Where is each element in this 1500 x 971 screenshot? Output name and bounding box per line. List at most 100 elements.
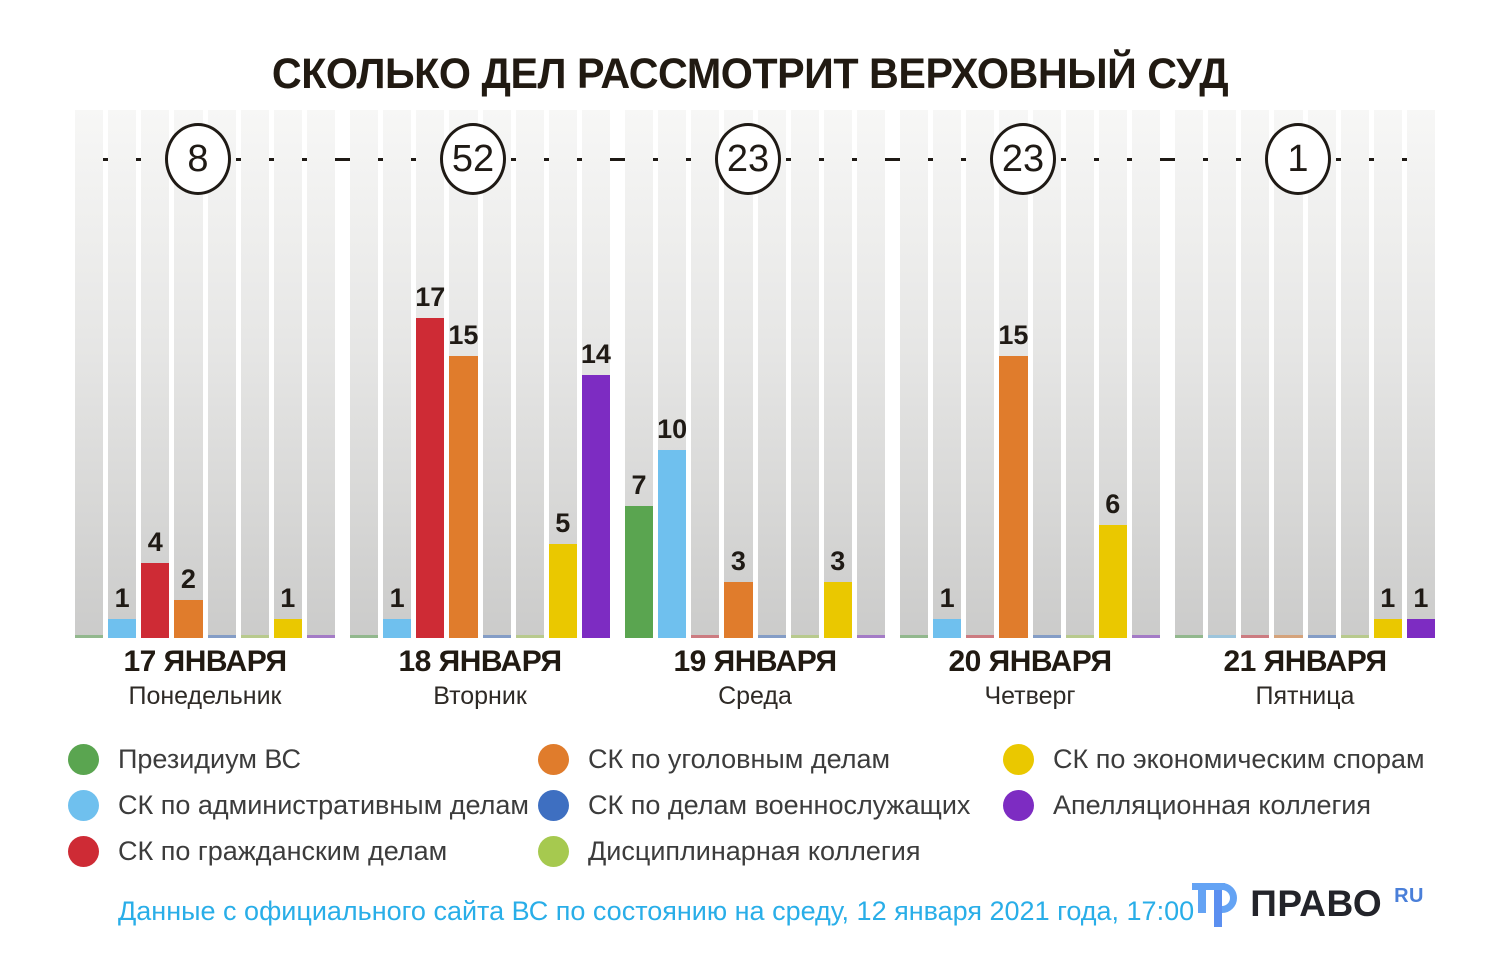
zero-baseline-sliver [350, 635, 379, 638]
bar-value-label: 10 [657, 414, 688, 444]
category-column: 3 [823, 110, 852, 638]
day-date-label: 19 ЯНВАРЯ [673, 645, 837, 678]
bar-value-label: 15 [448, 320, 479, 350]
bar [1098, 525, 1127, 638]
zero-baseline-sliver [207, 635, 236, 638]
day-date-label: 20 ЯНВАРЯ [948, 645, 1112, 678]
category-column [1065, 110, 1094, 638]
zero-baseline-sliver [900, 635, 929, 638]
day-date-label: 21 ЯНВАРЯ [1223, 645, 1387, 678]
day-total-circle: 23 [715, 123, 781, 195]
bar [658, 450, 687, 638]
bar [449, 356, 478, 638]
legend-item: Президиум ВС [68, 744, 529, 775]
zero-baseline-sliver [515, 635, 544, 638]
category-column [240, 110, 269, 638]
legend-column: СК по экономическим спорам Апелляционная … [1003, 744, 1425, 821]
bar-value-label: 17 [415, 282, 446, 312]
category-column [1208, 110, 1237, 638]
zero-baseline-sliver [790, 635, 819, 638]
category-column [207, 110, 236, 638]
category-column [790, 110, 819, 638]
legend-label: СК по гражданским делам [118, 836, 448, 866]
page-title: СКОЛЬКО ДЕЛ РАССМОТРИТ ВЕРХОВНЫЙ СУД [271, 50, 1229, 98]
bar [108, 619, 137, 638]
category-column: 15 [448, 110, 479, 638]
legend-column: Президиум ВС СК по административным делам… [68, 744, 529, 867]
zero-baseline-sliver [1131, 635, 1160, 638]
bar [625, 506, 654, 638]
day-column-group: 7 10 3 3 [625, 110, 885, 638]
bar-value-label: 3 [730, 546, 746, 576]
bar-value-label: 1 [280, 583, 296, 613]
category-column [900, 110, 929, 638]
zero-baseline-sliver [856, 635, 885, 638]
day-total-circle: 52 [440, 123, 506, 195]
bar [999, 356, 1028, 638]
category-column: 1 [273, 110, 302, 638]
day-weekday-label: Четверг [984, 682, 1076, 710]
logo-tld: RU [1394, 885, 1424, 907]
category-column [306, 110, 335, 638]
category-column: 4 [141, 110, 170, 638]
day-weekday-label: Вторник [433, 682, 527, 710]
category-column: 7 [625, 110, 654, 638]
bar [174, 600, 203, 638]
bar-value-label: 3 [830, 546, 846, 576]
category-column [1307, 110, 1336, 638]
legend-swatch-icon [68, 744, 99, 775]
day-weekday-label: Среда [718, 682, 792, 710]
category-column: 6 [1098, 110, 1127, 638]
bar-value-label: 7 [631, 470, 647, 500]
category-column [1274, 110, 1303, 638]
day-date-block: 17 ЯНВАРЯ Понедельник [75, 645, 335, 711]
logo-wordmark: ПРАВО [1250, 883, 1383, 924]
legend-label: СК по административным делам [118, 790, 529, 820]
category-column [1131, 110, 1160, 638]
category-column: 17 [415, 110, 446, 638]
bar [581, 375, 610, 638]
zero-baseline-sliver [691, 635, 720, 638]
zero-baseline-sliver [1208, 635, 1237, 638]
bar [383, 619, 412, 638]
legend-swatch-icon [538, 836, 569, 867]
category-column [1241, 110, 1270, 638]
legend-swatch-icon [68, 790, 99, 821]
day-date-block: 19 ЯНВАРЯ Среда [625, 645, 885, 711]
day-weekday-label: Понедельник [128, 682, 282, 710]
legend-item: СК по делам военнослужащих [538, 790, 970, 821]
legend-item: СК по гражданским делам [68, 836, 529, 867]
zero-baseline-sliver [75, 635, 104, 638]
zero-baseline-sliver [240, 635, 269, 638]
legend-label: Президиум ВС [118, 744, 302, 774]
category-column: 10 [657, 110, 688, 638]
bar-value-label: 1 [1380, 583, 1396, 613]
legend-item: СК по уголовным делам [538, 744, 970, 775]
legend-label: СК по экономическим спорам [1053, 744, 1425, 774]
legend-swatch-icon [538, 790, 569, 821]
legend-swatch-icon [1003, 744, 1034, 775]
legend-swatch-icon [538, 744, 569, 775]
zero-baseline-sliver [482, 635, 511, 638]
category-column [350, 110, 379, 638]
bar-value-label: 14 [580, 339, 611, 369]
bar [1373, 619, 1402, 638]
category-column: 1 [1406, 110, 1435, 638]
category-column [856, 110, 885, 638]
legend-column: СК по уголовным делам СК по делам военнос… [538, 744, 970, 867]
bar [1406, 619, 1435, 638]
category-column: 2 [174, 110, 203, 638]
category-column [75, 110, 104, 638]
zero-baseline-sliver [1175, 635, 1204, 638]
day-date-block: 20 ЯНВАРЯ Четверг [900, 645, 1160, 711]
category-column: 14 [580, 110, 611, 638]
zero-baseline-sliver [306, 635, 335, 638]
footer-note: Данные с официального сайта ВС по состоя… [118, 896, 1195, 926]
category-column: 1 [383, 110, 412, 638]
category-column [757, 110, 786, 638]
logo: ПРАВО RU [1192, 883, 1424, 929]
legend-label: СК по делам военнослужащих [588, 790, 971, 820]
zero-baseline-sliver [1241, 635, 1270, 638]
day-total-circle: 1 [1265, 123, 1331, 195]
category-column: 1 [1373, 110, 1402, 638]
